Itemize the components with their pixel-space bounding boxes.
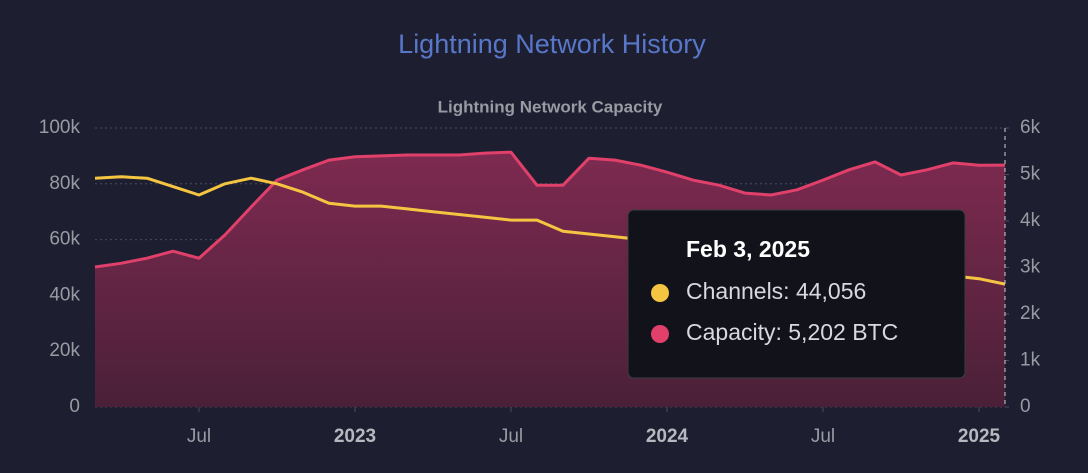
tooltip-dot — [651, 325, 669, 343]
y-tick-label: 0 — [69, 396, 80, 417]
tooltip: Feb 3, 2025 Channels: 44,056 Capacity: 5… — [627, 209, 966, 379]
y2-tick-label: 6k — [1020, 117, 1041, 138]
y-tick-label: 80k — [49, 173, 80, 194]
x-tick-label: Jul — [499, 426, 523, 447]
tooltip-line: Capacity: 5,202 BTC — [686, 319, 898, 345]
y-tick-label: 40k — [49, 284, 80, 305]
x-tick-label: 2023 — [334, 426, 376, 447]
x-tick-label: Jul — [187, 426, 211, 447]
line — [94, 150, 1006, 269]
tooltip-dot — [651, 284, 669, 302]
y2-tick-label: 0 — [1020, 396, 1031, 417]
tooltip-title: Feb 3, 2025 — [686, 236, 810, 262]
y2-tick-label: 5k — [1020, 164, 1041, 185]
x-tick-label: 2025 — [958, 426, 1001, 447]
y2-tick-label: 2k — [1020, 303, 1041, 324]
x-tick-label: 2024 — [646, 426, 689, 447]
y-tick-label: 100k — [39, 117, 81, 138]
y2-tick-label: 4k — [1020, 210, 1041, 231]
y2-tick-label: 3k — [1020, 257, 1041, 278]
chart-title: Lightning Network History — [398, 29, 706, 59]
y-tick-label: 60k — [49, 229, 80, 250]
chart-subtitle: Lightning Network Capacity — [438, 97, 663, 116]
y-tick-label: 20k — [49, 340, 80, 361]
x-tick-label: Jul — [811, 426, 835, 447]
tooltip-line: Channels: 44,056 — [686, 278, 866, 304]
y2-tick-label: 1k — [1020, 350, 1041, 371]
tooltip-box — [627, 209, 966, 379]
